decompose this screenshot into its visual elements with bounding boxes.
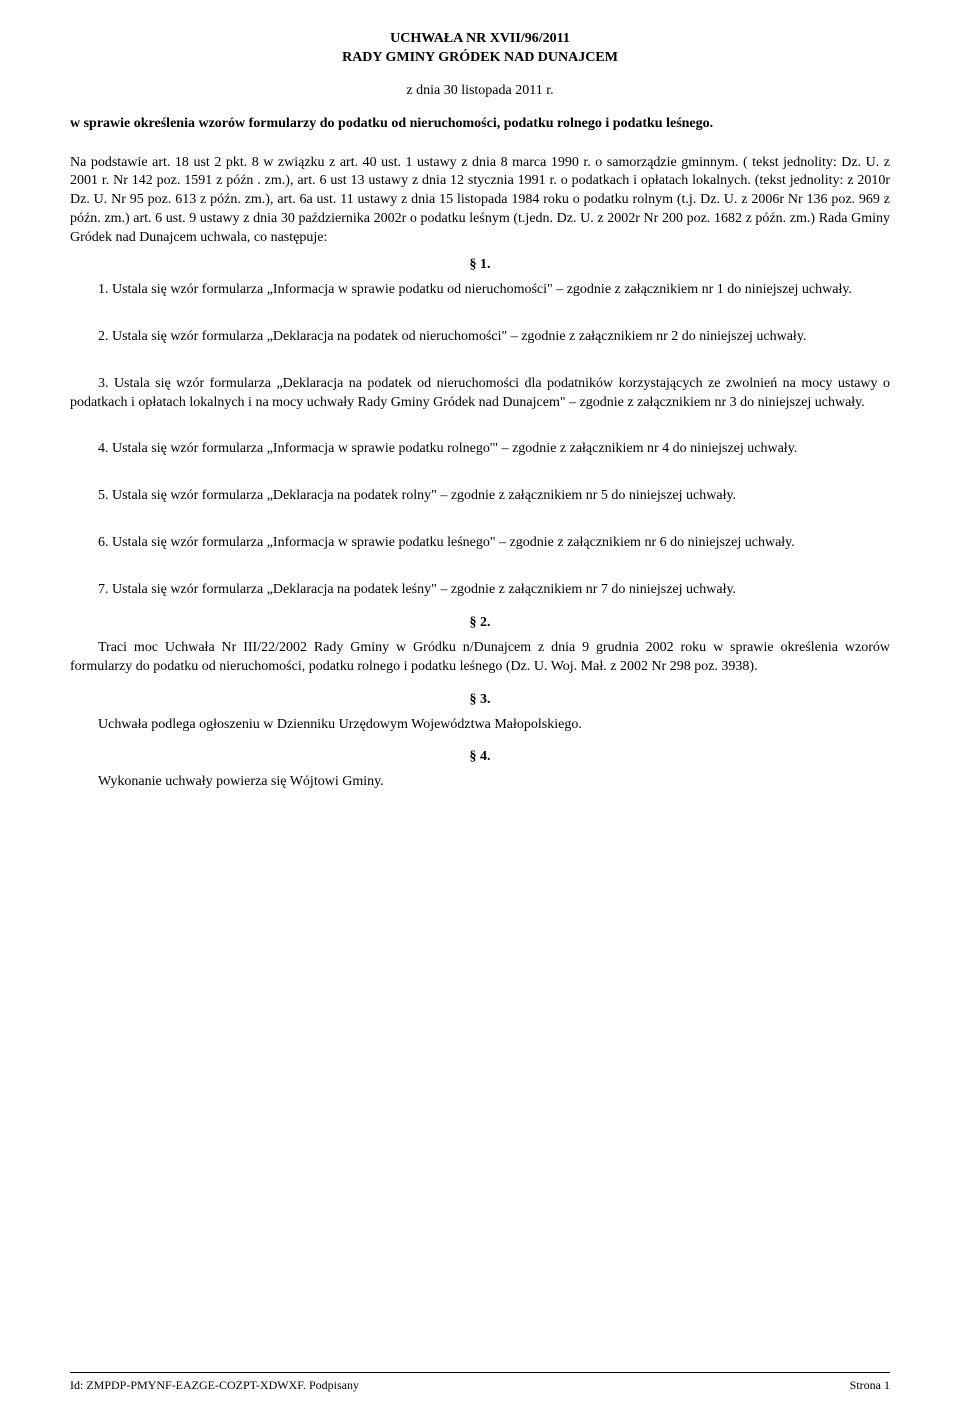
section-1-item-6: 6. Ustala się wzór formularza „Informacj… xyxy=(70,534,890,553)
resolution-number: UCHWAŁA NR XVII/96/2011 xyxy=(70,30,890,49)
section-1-item-4: 4. Ustala się wzór formularza „Informacj… xyxy=(70,440,890,459)
section-1-item-1: 1. Ustala się wzór formularza „Informacj… xyxy=(70,281,890,300)
section-2-text: Traci moc Uchwała Nr III/22/2002 Rady Gm… xyxy=(70,639,890,677)
resolution-subject: w sprawie określenia wzorów formularzy d… xyxy=(70,115,890,134)
footer-page-number: Strona 1 xyxy=(850,1377,890,1393)
document-title-block: UCHWAŁA NR XVII/96/2011 RADY GMINY GRÓDE… xyxy=(70,30,890,68)
section-1-item-5: 5. Ustala się wzór formularza „Deklaracj… xyxy=(70,487,890,506)
section-3-header: § 3. xyxy=(70,691,890,710)
section-1-item-3: 3. Ustala się wzór formularza „Deklaracj… xyxy=(70,375,890,413)
page-footer: Id: ZMPDP-PMYNF-EAZGE-COZPT-XDWXF. Podpi… xyxy=(70,1372,890,1393)
section-1-header: § 1. xyxy=(70,256,890,275)
section-4-header: § 4. xyxy=(70,748,890,767)
preamble-paragraph: Na podstawie art. 18 ust 2 pkt. 8 w zwią… xyxy=(70,154,890,248)
section-1-item-2: 2. Ustala się wzór formularza „Deklaracj… xyxy=(70,328,890,347)
footer-id: Id: ZMPDP-PMYNF-EAZGE-COZPT-XDWXF. Podpi… xyxy=(70,1377,359,1393)
section-2-header: § 2. xyxy=(70,614,890,633)
resolution-date: z dnia 30 listopada 2011 r. xyxy=(70,82,890,101)
section-1-item-7: 7. Ustala się wzór formularza „Deklaracj… xyxy=(70,581,890,600)
section-4-text: Wykonanie uchwały powierza się Wójtowi G… xyxy=(70,773,890,792)
council-name: RADY GMINY GRÓDEK NAD DUNAJCEM xyxy=(70,49,890,68)
section-3-text: Uchwała podlega ogłoszeniu w Dzienniku U… xyxy=(70,716,890,735)
